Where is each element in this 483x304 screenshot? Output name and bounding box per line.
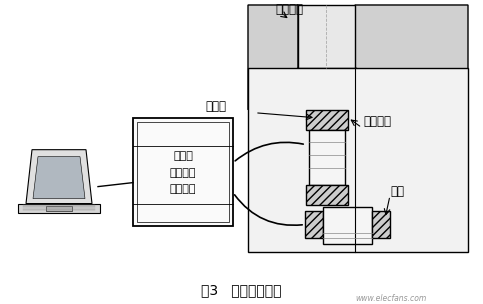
Bar xyxy=(309,130,345,185)
Text: 图3   实验系统框图: 图3 实验系统框图 xyxy=(201,283,281,297)
Text: 固定螺母: 固定螺母 xyxy=(363,115,391,128)
Bar xyxy=(372,211,390,239)
FancyArrowPatch shape xyxy=(235,142,303,161)
Bar xyxy=(133,118,233,226)
Bar xyxy=(305,211,323,239)
Bar xyxy=(298,5,355,68)
Bar xyxy=(306,185,348,205)
Text: 屏蔽层: 屏蔽层 xyxy=(205,100,226,113)
Text: www.elecfans.com: www.elecfans.com xyxy=(355,294,426,303)
Bar xyxy=(323,206,372,244)
FancyArrowPatch shape xyxy=(235,195,302,225)
Polygon shape xyxy=(26,150,92,204)
Text: 盛油容器: 盛油容器 xyxy=(275,3,303,16)
Text: 预放大
采集处理
上传数据: 预放大 采集处理 上传数据 xyxy=(170,151,196,194)
Bar xyxy=(18,204,100,212)
Bar xyxy=(248,68,468,252)
Bar xyxy=(46,206,72,211)
Bar xyxy=(306,110,348,130)
Polygon shape xyxy=(248,5,298,110)
Bar xyxy=(137,122,229,222)
Polygon shape xyxy=(355,5,468,110)
Text: 电极: 电极 xyxy=(390,185,404,198)
Polygon shape xyxy=(33,157,85,199)
